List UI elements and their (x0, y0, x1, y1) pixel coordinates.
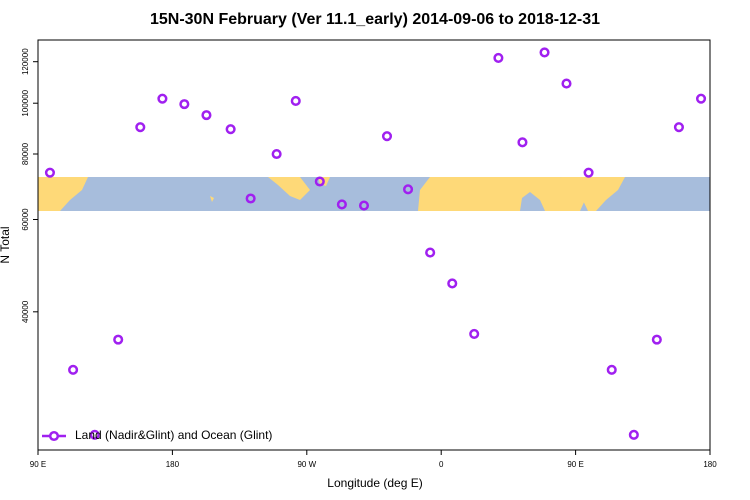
y-tick-label: 80000 (21, 142, 30, 165)
point (225, 124, 236, 135)
point (539, 47, 550, 58)
legend-label: Land (Nadir&Glint) and Ocean (Glint) (75, 428, 272, 442)
plot-frame (37, 39, 711, 451)
point (336, 199, 347, 210)
point (493, 52, 504, 63)
point (583, 167, 594, 178)
point (201, 110, 212, 121)
point (314, 176, 325, 187)
point (271, 148, 282, 160)
point (606, 364, 617, 375)
point (695, 93, 707, 104)
point (402, 184, 414, 195)
y-tick-label: 100000 (21, 89, 30, 116)
y-tick-label: 40000 (21, 300, 30, 323)
x-axis-label: Longitude (deg E) (327, 476, 422, 490)
point (425, 247, 436, 258)
point (628, 429, 639, 440)
point (358, 200, 370, 211)
y-axis-label: N Total (0, 226, 12, 263)
chart-title: 15N-30N February (Ver 11.1_early) 2014-0… (150, 11, 600, 28)
x-tick-label: 90 W (297, 460, 316, 469)
x-tick-label: 90 E (30, 460, 46, 469)
x-tick-label: 0 (439, 460, 444, 469)
point (290, 95, 301, 106)
point (157, 93, 168, 104)
point (44, 167, 55, 178)
legend-marker (48, 430, 60, 442)
x-tick-label: 180 (703, 460, 717, 469)
point (517, 137, 528, 148)
point (673, 122, 684, 133)
point (561, 78, 572, 89)
point (113, 334, 124, 345)
point (381, 131, 393, 142)
point (179, 99, 190, 110)
point (651, 334, 662, 345)
point (135, 122, 146, 133)
x-tick-label: 90 E (567, 460, 583, 469)
point (68, 364, 79, 375)
point (447, 278, 458, 289)
point (245, 193, 256, 204)
point (89, 429, 100, 440)
y-tick-label: 60000 (21, 208, 30, 231)
point (469, 328, 480, 339)
x-tick-label: 180 (166, 460, 180, 469)
y-tick-label: 120000 (21, 48, 30, 75)
map-strip (38, 177, 710, 211)
